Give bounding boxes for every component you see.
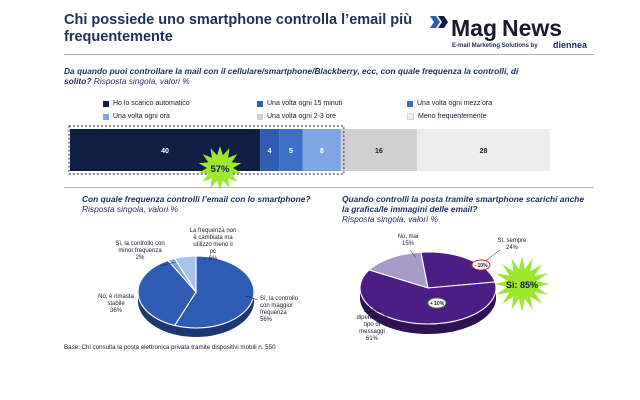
leader-line [483, 249, 501, 263]
badge-plus-10-text: + 10% [430, 301, 445, 307]
legend-item-meno: Meno frequentemente [407, 113, 487, 120]
bar-segment-4 [302, 129, 341, 171]
pie-right-question: Quando controlli la posta tramite smartp… [342, 194, 592, 224]
pie-right-slice-3 [359, 269, 497, 325]
bar-value-label: 16 [375, 148, 383, 155]
bar-value-label: 40 [161, 148, 169, 155]
stacked-bar-chart: 40 4 5 8 16 28 57% [68, 125, 550, 190]
pie-right-label-sempre: Sì, sempre 24% [497, 238, 527, 251]
pie-right-slice-1 [368, 251, 429, 289]
leader-line [245, 295, 259, 301]
pie-right-title: Quando controlli la posta tramite smartp… [342, 194, 584, 214]
legend-label: Ho lo scarico automatico [113, 100, 190, 107]
bar-segment-6 [416, 129, 550, 171]
magnews-logo: Mag News [430, 10, 610, 54]
pie-right-burst-label: Sì: 85% [506, 280, 538, 290]
legend-label: Una volta ogni mezz’ora [417, 100, 493, 107]
section-divider [64, 187, 594, 188]
starburst-icon [198, 146, 242, 190]
base-note: Base: Chi consulta la posta elettronica … [64, 344, 276, 351]
bar-value-label: 28 [480, 148, 488, 155]
slide-title: Chi possiede uno smartphone controlla l’… [64, 12, 413, 45]
leader-line [203, 257, 206, 261]
legend-item-15min: Una volta ogni 15 minuti [257, 100, 342, 107]
legend-label: Una volta ogni ora [113, 113, 170, 120]
legend-item-mezzora: Una volta ogni mezz’ora [407, 100, 492, 107]
bar-segment-5 [340, 129, 417, 171]
selection-dashed-box [68, 125, 345, 175]
badge-minus-10-text: - 10% [474, 263, 488, 269]
pie-right-label-mai: No, mai 15% [398, 234, 419, 247]
pie-left-question: Con quale frequenza controlli l’email co… [82, 194, 362, 214]
bar-segment-2 [260, 129, 280, 171]
logo-brand: diennea [553, 40, 588, 50]
badge-minus-10 [471, 259, 491, 271]
bar-annotation-label: 57% [210, 164, 230, 175]
pie-right-slice-2 [420, 251, 496, 289]
legend-label: Una volta ogni 2-3 ore [267, 113, 336, 120]
badge-plus-10 [427, 297, 447, 309]
header-divider [64, 54, 594, 55]
logo-mag-text: Mag [451, 15, 497, 41]
pie-left-label-stabile: No, è rimasta stabile 36% [98, 294, 134, 314]
pie-left-slice-4 [173, 255, 197, 294]
pie-right-subtitle: Risposta singola, valori % [342, 214, 438, 224]
legend-swatch [257, 113, 263, 120]
legend-item-ora: Una volta ogni ora [103, 113, 170, 120]
pie-left-subtitle: Risposta singola, valori % [82, 204, 178, 214]
logo-mark-icon: Mag News [430, 15, 562, 41]
legend-item-automatico: Ho lo scarico automatico [103, 100, 190, 107]
logo-tagline: E-mail Marketing Solutions by [452, 43, 538, 49]
bar-question-subtitle: Risposta singola, valori % [93, 76, 190, 86]
leader-line [159, 261, 177, 267]
bar-value-label: 8 [320, 148, 324, 155]
bar-value-label: 4 [268, 148, 272, 155]
pie-left-title: Con quale frequenza controlli l’email co… [82, 194, 311, 204]
bar-question-title: Da quando puoi controllare la mail con i… [64, 66, 519, 86]
legend-label: Una volta ogni 15 minuti [267, 100, 343, 107]
legend-swatch [103, 113, 109, 120]
bar-question: Da quando puoi controllare la mail con i… [64, 66, 534, 86]
legend-swatch [407, 100, 413, 107]
pie-right-label-dipende: Sì, ma dipende dal tipo di messaggi 61% [356, 308, 387, 342]
pie-left-label-pc: La frequenza non è cambiata ma utilizzo me… [190, 228, 237, 262]
legend-swatch [103, 100, 109, 107]
legend-label: Meno frequentemente [418, 113, 487, 120]
pie-left-label-maggiore: Sì, la controllo con maggior frequenza 56% [260, 296, 299, 323]
logo-news-text: News [502, 15, 562, 41]
starburst-icon [494, 256, 550, 312]
leader-line [409, 249, 417, 259]
pie-left-slice-2 [137, 259, 197, 327]
legend-item-2-3ore: Una volta ogni 2-3 ore [257, 113, 336, 120]
pie-left-label-minore: Sì, la controllo con minor frequenza 2% [115, 241, 164, 261]
pie-left-slice-1 [173, 255, 255, 329]
bar-value-label: 5 [289, 148, 293, 155]
legend-swatch [407, 113, 414, 120]
bar-segment-3 [279, 129, 303, 171]
legend-swatch [257, 100, 263, 107]
